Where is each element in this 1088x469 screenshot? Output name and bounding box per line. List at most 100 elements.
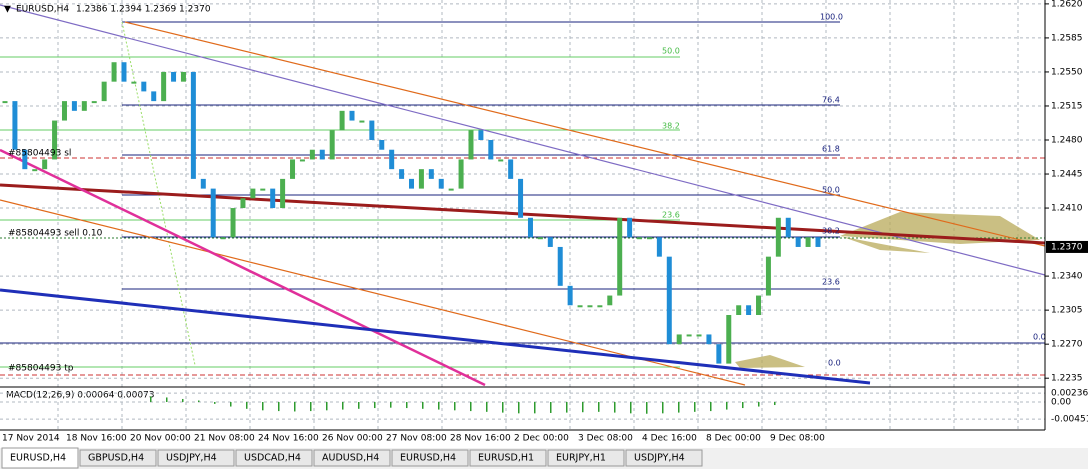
candle bbox=[666, 256, 672, 345]
y-tick-label: 1.2445 bbox=[1051, 170, 1083, 180]
macd-bar bbox=[166, 397, 168, 402]
candle bbox=[359, 120, 365, 123]
cloud bbox=[840, 212, 1040, 244]
candle bbox=[765, 256, 771, 296]
cloud bbox=[840, 236, 930, 253]
candle bbox=[42, 159, 48, 170]
macd-bar bbox=[502, 402, 504, 413]
tab[interactable] bbox=[157, 449, 235, 467]
candle bbox=[686, 334, 692, 337]
candle bbox=[161, 71, 167, 102]
macd-bar bbox=[326, 402, 328, 411]
tab[interactable] bbox=[79, 449, 157, 467]
x-tick-label: 21 Nov 08:00 bbox=[194, 434, 255, 444]
order-label: #85804493 sell 0.10 bbox=[8, 229, 103, 239]
candle bbox=[32, 169, 38, 172]
x-tick-label: 24 Nov 16:00 bbox=[258, 434, 319, 444]
tab[interactable] bbox=[391, 449, 469, 467]
candle bbox=[726, 315, 732, 364]
tab[interactable] bbox=[625, 449, 703, 467]
tab-label[interactable]: USDJPY,H4 bbox=[166, 453, 217, 464]
tab-label[interactable]: USDJPY,H4 bbox=[634, 453, 685, 464]
tab[interactable] bbox=[235, 449, 313, 467]
order-label: #85804493 tp bbox=[8, 364, 74, 374]
tab-label[interactable]: AUDUSD,H4 bbox=[322, 453, 379, 464]
trend-line bbox=[0, 199, 746, 386]
macd-bar bbox=[742, 402, 744, 409]
candle bbox=[577, 305, 583, 308]
y-tick-label: 1.2410 bbox=[1051, 204, 1083, 214]
candle bbox=[498, 159, 504, 162]
macd-bar bbox=[278, 402, 280, 412]
candle bbox=[706, 334, 712, 345]
candle bbox=[220, 237, 226, 240]
candle bbox=[240, 198, 246, 209]
candle bbox=[200, 178, 206, 189]
current-price: 1.2370 bbox=[1051, 242, 1083, 252]
candle bbox=[448, 188, 454, 191]
x-tick-label: 18 Nov 16:00 bbox=[66, 434, 127, 444]
candle bbox=[587, 305, 593, 308]
fib-label: 23.6 bbox=[822, 278, 840, 287]
y-tick-label: 1.2340 bbox=[1051, 272, 1083, 282]
tab-label[interactable]: EURJPY,H1 bbox=[556, 453, 606, 464]
candle bbox=[379, 140, 385, 150]
candle bbox=[61, 101, 67, 121]
candle bbox=[22, 149, 28, 170]
candle bbox=[805, 237, 811, 247]
labels: ▼ EURUSD,H4 1.2386 1.2394 1.2369 1.2370 … bbox=[4, 5, 1046, 374]
tab[interactable] bbox=[547, 449, 625, 467]
candle bbox=[518, 178, 524, 218]
candle bbox=[210, 188, 216, 238]
candle bbox=[746, 305, 752, 315]
candle bbox=[121, 62, 127, 82]
macd-bar bbox=[182, 398, 184, 402]
macd-panel: MACD(12,26,9) 0.00064 0.00073 bbox=[0, 386, 1045, 420]
candle bbox=[290, 159, 296, 179]
x-tick-label: 4 Dec 16:00 bbox=[642, 434, 697, 444]
tab[interactable] bbox=[1, 447, 79, 469]
macd-bar bbox=[438, 402, 440, 410]
x-tick-label: 27 Nov 08:00 bbox=[386, 434, 447, 444]
macd-bar bbox=[694, 402, 696, 412]
y-tick-label: 1.2550 bbox=[1051, 67, 1083, 77]
candles bbox=[2, 62, 821, 364]
candle bbox=[527, 217, 533, 238]
macd-bar bbox=[630, 402, 632, 414]
macd-bar bbox=[358, 402, 360, 409]
candle bbox=[458, 159, 464, 189]
fib-label: 0.0 bbox=[1033, 333, 1046, 342]
candle bbox=[656, 237, 662, 257]
candle bbox=[71, 101, 77, 111]
trend-line bbox=[124, 21, 1046, 247]
macd-bar bbox=[662, 402, 664, 414]
tab-label[interactable]: EURUSD,H4 bbox=[10, 453, 66, 464]
macd-bar bbox=[582, 402, 584, 413]
macd-bar bbox=[566, 402, 568, 413]
candle bbox=[309, 149, 315, 160]
tab-label[interactable]: GBPUSD,H4 bbox=[88, 453, 144, 464]
candle bbox=[597, 305, 603, 308]
tab-label[interactable]: EURUSD,H1 bbox=[478, 453, 534, 464]
y-tick-label: 1.2270 bbox=[1051, 340, 1083, 350]
candle bbox=[676, 334, 682, 345]
tab-label[interactable]: USDCAD,H4 bbox=[244, 453, 301, 464]
candle bbox=[736, 305, 742, 315]
trend-line bbox=[121, 21, 196, 366]
macd-bar bbox=[614, 402, 616, 413]
tab-label[interactable]: EURUSD,H4 bbox=[400, 453, 456, 464]
fib-label: 23.6 bbox=[662, 211, 680, 220]
macd-bar bbox=[390, 402, 392, 408]
tab[interactable] bbox=[313, 449, 391, 467]
macd-bar bbox=[710, 402, 712, 412]
macd-bar bbox=[374, 402, 376, 409]
order-label: #85804493 sl bbox=[8, 149, 71, 159]
candle bbox=[319, 149, 325, 160]
candle bbox=[280, 178, 286, 209]
tab[interactable] bbox=[469, 449, 547, 467]
candle bbox=[141, 81, 147, 92]
macd-bar bbox=[422, 402, 424, 409]
current-price-box bbox=[1046, 240, 1088, 253]
candle bbox=[52, 120, 58, 160]
